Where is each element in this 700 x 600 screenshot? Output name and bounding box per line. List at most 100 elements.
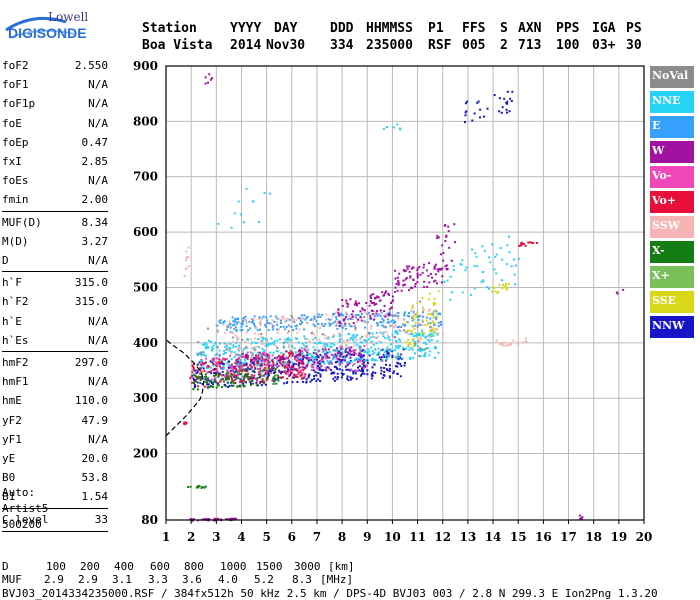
- legend-item-x-: X+: [650, 266, 694, 288]
- data-point: [358, 369, 361, 372]
- data-point: [416, 274, 419, 277]
- data-point: [376, 314, 379, 317]
- data-point: [353, 363, 356, 365]
- data-point: [437, 290, 440, 293]
- data-point: [325, 343, 327, 346]
- data-point: [258, 373, 260, 376]
- data-point: [288, 344, 290, 347]
- data-point: [329, 342, 332, 345]
- data-point: [322, 369, 325, 372]
- data-point: [410, 347, 413, 350]
- data-point: [375, 331, 378, 334]
- data-point: [320, 368, 323, 371]
- data-point: [416, 281, 419, 284]
- data-point: [521, 242, 524, 245]
- data-point: [291, 353, 294, 356]
- data-point: [194, 369, 197, 372]
- data-point: [209, 380, 212, 383]
- data-point: [482, 271, 484, 273]
- data-point: [223, 380, 225, 383]
- data-point: [317, 356, 320, 359]
- data-point: [277, 379, 280, 382]
- data-point: [268, 322, 271, 325]
- data-point: [276, 317, 279, 320]
- data-point: [203, 370, 206, 373]
- data-point: [260, 353, 263, 356]
- data-point: [300, 353, 303, 356]
- data-point: [372, 335, 375, 338]
- data-point: [340, 323, 343, 325]
- data-point: [245, 345, 248, 348]
- data-point: [464, 114, 467, 117]
- data-point: [259, 380, 262, 383]
- data-point: [265, 342, 268, 345]
- data-point: [384, 315, 387, 318]
- data-point: [220, 386, 223, 388]
- data-point: [407, 345, 410, 348]
- data-point: [322, 345, 325, 348]
- data-point: [284, 320, 287, 323]
- data-point: [395, 346, 398, 349]
- data-point: [387, 292, 390, 295]
- data-point: [489, 261, 492, 264]
- data-point: [402, 329, 405, 332]
- data-point: [185, 259, 188, 262]
- data-point: [299, 374, 302, 377]
- y-tick-label: 700: [133, 170, 158, 184]
- data-point: [302, 358, 304, 361]
- data-point: [193, 382, 195, 385]
- data-point: [278, 358, 281, 361]
- data-point: [273, 325, 276, 328]
- data-point: [408, 329, 411, 332]
- data-point: [418, 322, 421, 325]
- data-point: [229, 369, 232, 372]
- data-point: [242, 384, 245, 387]
- data-point: [433, 302, 436, 305]
- data-point: [229, 382, 232, 385]
- x-tick-label: 18: [585, 530, 602, 544]
- data-point: [328, 324, 331, 327]
- data-point: [404, 324, 407, 327]
- data-point: [412, 279, 415, 282]
- data-point: [245, 347, 248, 350]
- data-point: [233, 321, 236, 324]
- data-point: [283, 317, 286, 320]
- data-point: [236, 376, 238, 379]
- data-point: [444, 265, 447, 268]
- data-point: [272, 328, 275, 331]
- data-point: [227, 360, 230, 363]
- data-point: [206, 381, 209, 384]
- data-point: [460, 263, 463, 266]
- data-point: [358, 345, 360, 348]
- data-point: [237, 361, 239, 364]
- data-point: [445, 264, 448, 267]
- data-point: [394, 314, 397, 317]
- data-point: [436, 328, 438, 331]
- legend-item-vo-: Vo+: [650, 191, 694, 213]
- x-tick-label: 15: [510, 530, 527, 544]
- data-point: [365, 341, 368, 344]
- data-point: [203, 354, 206, 357]
- data-point: [300, 369, 303, 372]
- data-point: [288, 369, 290, 372]
- data-point: [236, 385, 239, 388]
- data-point: [387, 318, 389, 321]
- data-point: [261, 359, 264, 362]
- footer-unit: [km]: [328, 560, 355, 573]
- data-point: [361, 360, 364, 363]
- param-name: foF1: [2, 78, 29, 92]
- data-point: [389, 350, 392, 352]
- data-point: [252, 377, 255, 380]
- data-point: [390, 350, 393, 353]
- data-point: [234, 374, 237, 377]
- data-point: [431, 320, 434, 323]
- data-point: [414, 331, 417, 334]
- data-point: [250, 359, 253, 362]
- data-point: [502, 344, 505, 347]
- data-point: [259, 320, 262, 323]
- data-point: [196, 363, 199, 366]
- data-point: [332, 377, 335, 380]
- data-point: [317, 372, 320, 374]
- data-point: [338, 332, 341, 335]
- data-point: [338, 358, 341, 361]
